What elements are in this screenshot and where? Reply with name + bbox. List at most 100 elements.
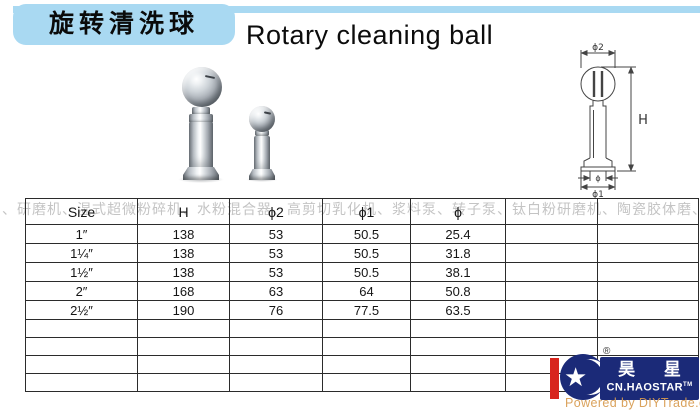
table-cell — [25, 355, 138, 374]
table-cell: 53 — [229, 262, 323, 282]
table-cell — [229, 319, 323, 338]
brand-name-cn: 昊 星 — [618, 360, 693, 379]
table-cell: 1″ — [25, 224, 138, 244]
table-cell — [25, 373, 138, 392]
table-row: 1½″ 138 53 50.5 38.1 — [25, 262, 699, 282]
small-ball-neck — [255, 130, 269, 136]
page-title-en: Rotary cleaning ball — [246, 20, 494, 50]
brand-name-en: CN.HAOSTARTM — [600, 379, 699, 395]
dimension-diagram: ϕ2 H ϕ ϕ1 — [578, 43, 648, 198]
table-cell — [410, 373, 506, 392]
table-row-empty — [25, 319, 699, 338]
column-header-h: H — [137, 198, 230, 225]
table-cell: 1½″ — [25, 262, 138, 282]
large-ball-neck — [192, 107, 210, 115]
table-row: 2″ 168 63 64 50.8 — [25, 281, 699, 301]
table-cell — [137, 319, 230, 338]
large-ball-stem — [189, 122, 213, 168]
table-cell: 1¼″ — [25, 243, 138, 263]
dim-label-phi-inner: ϕ — [595, 174, 600, 183]
table-cell: 50.5 — [322, 262, 411, 282]
table-cell: 63.5 — [410, 300, 506, 320]
table-cell — [597, 243, 699, 263]
table-cell: 76 — [229, 300, 323, 320]
table-cell — [322, 319, 411, 338]
table-row: 1¼″ 138 53 50.5 31.8 — [25, 243, 699, 263]
brand-name-en-text: CN.HAOSTAR — [606, 381, 684, 394]
table-cell — [137, 355, 230, 374]
table-cell: 31.8 — [410, 243, 506, 263]
column-header-blank2 — [597, 198, 699, 225]
powered-by-watermark: Powered by DIYTrade.com — [565, 396, 700, 410]
dim-label-phi2: ϕ2 — [592, 43, 604, 53]
dim-label-height: H — [638, 113, 648, 128]
table-cell: 138 — [137, 243, 230, 263]
trademark-mark: TM — [683, 382, 693, 388]
column-header-blank1 — [505, 198, 598, 225]
table-cell: 64 — [322, 281, 411, 301]
table-cell: 53 — [229, 224, 323, 244]
table-cell — [137, 373, 230, 392]
logo-crescent-inner — [567, 359, 603, 395]
small-cleaning-ball-image — [249, 106, 275, 132]
table-cell — [229, 337, 323, 356]
table-cell — [229, 355, 323, 374]
table-cell — [322, 373, 411, 392]
table-header-row: Size H ϕ2 ϕ1 ϕ — [25, 198, 699, 225]
registered-mark: ® — [603, 346, 611, 357]
product-photo — [150, 50, 350, 195]
table-cell — [597, 224, 699, 244]
column-header-size: Size — [25, 198, 138, 225]
table-cell — [505, 224, 598, 244]
page-title-cn: 旋转清洗球 — [48, 10, 199, 38]
dim-label-phi1: ϕ1 — [592, 190, 604, 198]
table-cell — [322, 337, 411, 356]
title-banner: 旋转清洗球 — [13, 4, 235, 45]
large-ball-flange — [183, 167, 219, 180]
large-cleaning-ball-image — [182, 67, 222, 107]
table-cell — [25, 319, 138, 338]
header-strip — [13, 6, 700, 13]
diagram-ball-outline — [580, 66, 616, 102]
table-cell: 190 — [137, 300, 230, 320]
table-cell — [410, 319, 506, 338]
table-cell: 138 — [137, 262, 230, 282]
table-cell — [505, 319, 598, 338]
table-cell: 2½″ — [25, 300, 138, 320]
table-cell: 53 — [229, 243, 323, 263]
table-cell — [597, 281, 699, 301]
large-ball-collar — [189, 114, 213, 123]
table-cell: 138 — [137, 224, 230, 244]
small-ball-flange — [249, 169, 275, 180]
table-cell: 63 — [229, 281, 323, 301]
table-cell — [410, 337, 506, 356]
column-header-phi1: ϕ1 — [322, 198, 411, 225]
table-cell — [322, 355, 411, 374]
table-cell: 50.5 — [322, 243, 411, 263]
table-cell: 38.1 — [410, 262, 506, 282]
table-cell: 77.5 — [322, 300, 411, 320]
table-cell — [505, 243, 598, 263]
table-cell — [597, 300, 699, 320]
table-row: 2½″ 190 76 77.5 63.5 — [25, 300, 699, 320]
table-cell — [410, 355, 506, 374]
table-cell — [597, 319, 699, 338]
small-ball-stem — [254, 136, 270, 171]
table-cell — [505, 281, 598, 301]
table-cell — [137, 337, 230, 356]
table-cell: 168 — [137, 281, 230, 301]
star-icon: ★ — [564, 362, 588, 392]
table-cell: 50.8 — [410, 281, 506, 301]
company-logo: ★ ® 昊 星 CN.HAOSTARTM — [546, 346, 700, 406]
table-row-empty — [25, 355, 699, 374]
logo-text-box: 昊 星 CN.HAOSTARTM — [600, 357, 699, 400]
column-header-phi: ϕ — [410, 198, 506, 225]
table-cell: 25.4 — [410, 224, 506, 244]
table-cell: 50.5 — [322, 224, 411, 244]
table-row: 1″ 138 53 50.5 25.4 — [25, 224, 699, 244]
table-cell — [229, 373, 323, 392]
column-header-phi2: ϕ2 — [229, 198, 323, 225]
table-cell — [505, 300, 598, 320]
table-cell — [505, 262, 598, 282]
table-cell — [597, 262, 699, 282]
